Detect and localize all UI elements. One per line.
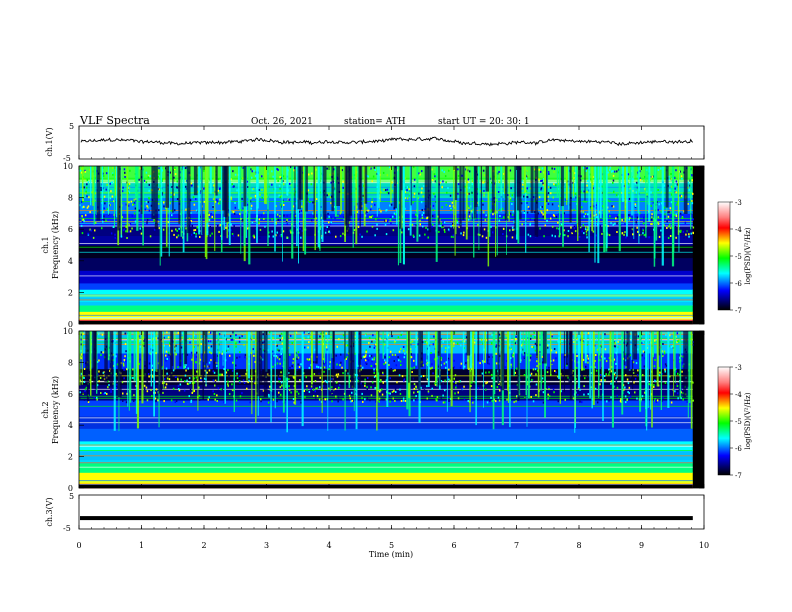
ch2-frequency-ylabel: Frequency (kHz): [51, 376, 60, 444]
ch1-colorbar-label: log(PSD)(V²/Hz): [744, 227, 752, 284]
x-tick-label: 9: [639, 541, 644, 550]
frequency-tick-label: 0: [68, 320, 73, 329]
colorbar-tick-label: -7: [735, 307, 742, 315]
x-tick-label: 10: [699, 541, 709, 550]
frequency-tick-label: 6: [68, 390, 73, 399]
ch3-waveform-ytick-top: 5: [69, 492, 74, 501]
x-tick-label: 3: [264, 541, 269, 550]
ch1-waveform-ytick-bottom: -5: [63, 154, 71, 163]
frequency-tick-label: 8: [68, 194, 73, 203]
ch2-colorbar-label: log(PSD)(V²/Hz): [744, 392, 752, 449]
colorbar-tick-label: -4: [735, 226, 742, 234]
ch1-frequency-ylabel: Frequency (kHz): [51, 211, 60, 279]
ch3-waveform-ytick-bottom: -5: [63, 524, 71, 533]
ch1-waveform-ylabel: ch.1(V): [45, 127, 54, 156]
x-tick-label: 5: [389, 541, 394, 550]
colorbar-tick-label: -3: [735, 199, 742, 207]
frequency-tick-label: 10: [63, 327, 73, 336]
x-tick-label: 0: [76, 541, 81, 550]
frequency-tick-label: 4: [68, 257, 73, 266]
frequency-tick-label: 0: [68, 484, 73, 493]
colorbar-tick-label: -3: [735, 364, 742, 372]
figure-title: VLF Spectra: [79, 114, 150, 127]
date-label: Oct. 26, 2021: [251, 117, 313, 127]
colorbar-tick-label: -6: [735, 280, 742, 288]
frequency-tick-label: 2: [68, 288, 73, 297]
colorbar-tick-label: -5: [735, 418, 742, 426]
start-time-label: start UT = 20: 30: 1: [438, 117, 530, 127]
colorbar-tick-label: -5: [735, 253, 742, 261]
ch3-waveform-frame: [78, 494, 705, 530]
colorbar-tick-label: -4: [735, 391, 742, 399]
frequency-tick-label: 4: [68, 421, 73, 430]
colorbar-tick-label: -7: [735, 472, 742, 480]
ch2-colorbar: -3 -4 -5 -6 -7 log(PSD)(V²/Hz): [717, 364, 752, 480]
ch1-waveform-line: [80, 136, 694, 147]
frequency-tick-label: 10: [63, 162, 73, 171]
x-tick-label: 1: [139, 541, 144, 550]
x-tick-label: 2: [201, 541, 206, 550]
ch2-spectrogram: [79, 331, 694, 489]
frequency-tick-label: 2: [68, 453, 73, 462]
ch1-colorbar: -3 -4 -5 -6 -7 log(PSD)(V²/Hz): [717, 199, 752, 315]
x-tick-label: 8: [576, 541, 581, 550]
ch3-waveform-ylabel: ch.3(V): [45, 497, 54, 526]
frequency-tick-label: 6: [68, 225, 73, 234]
frequency-tick-label: 8: [68, 358, 73, 367]
ch1-channel-label: ch.1: [41, 236, 50, 253]
ch1-spectrogram: [79, 166, 695, 325]
ch3-waveform-line: [80, 516, 693, 521]
x-tick-label: 7: [514, 541, 519, 550]
ch1-waveform-ytick-top: 5: [69, 122, 74, 131]
x-tick-label: 6: [451, 541, 456, 550]
station-label: station= ATH: [344, 117, 406, 127]
x-axis-label: Time (min): [369, 550, 413, 559]
x-tick-label: 4: [326, 541, 331, 550]
colorbar-tick-label: -6: [735, 445, 742, 453]
ch2-channel-label: ch.2: [41, 401, 50, 418]
